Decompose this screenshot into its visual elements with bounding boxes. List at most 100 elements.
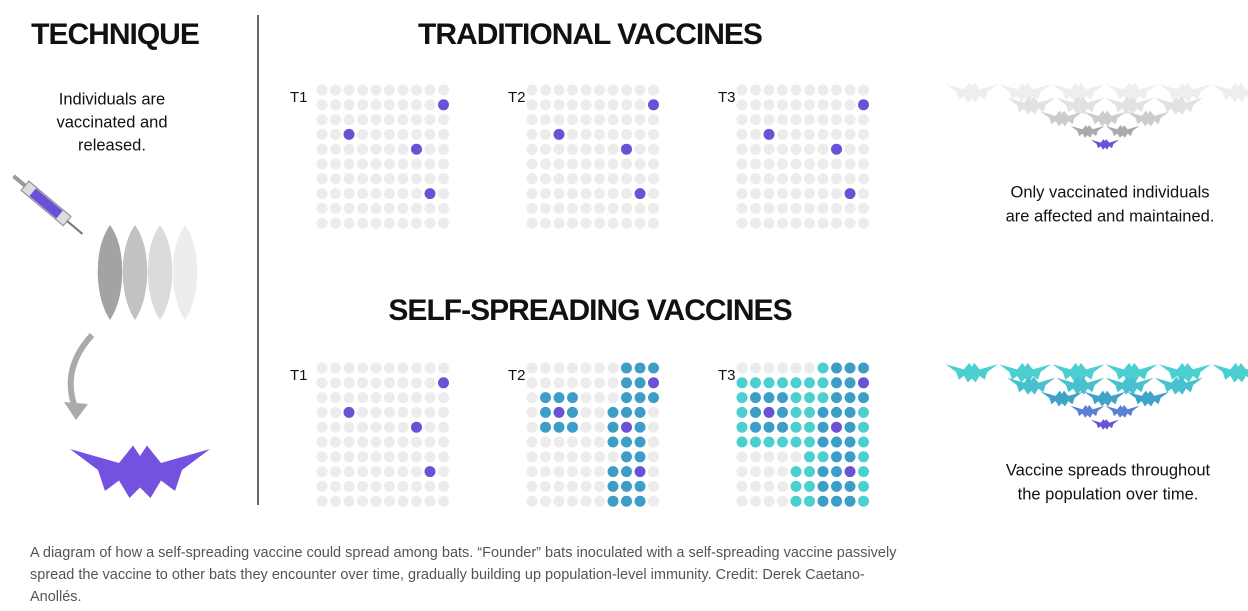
- individual-dot: [527, 407, 538, 418]
- hanging-bat: [173, 225, 198, 320]
- individual-dot: [567, 392, 578, 403]
- individual-dot: [344, 144, 355, 155]
- individual-dot: [804, 437, 815, 448]
- individual-dot: [750, 496, 761, 507]
- individual-dot: [344, 481, 355, 492]
- individual-dot: [648, 129, 659, 140]
- individual-dot: [777, 188, 788, 199]
- individual-dot: [317, 99, 328, 110]
- individual-dot: [818, 363, 829, 374]
- individual-dot: [845, 203, 856, 214]
- individual-dot: [737, 99, 748, 110]
- individual-dot: [648, 377, 659, 388]
- individual-dot: [371, 363, 382, 374]
- individual-dot: [737, 144, 748, 155]
- bat: [946, 363, 998, 383]
- individual-dot: [737, 437, 748, 448]
- individual-dot: [581, 363, 592, 374]
- time-label: T2: [508, 89, 526, 106]
- individual-dot: [818, 188, 829, 199]
- individual-dot: [831, 173, 842, 184]
- individual-dot: [791, 144, 802, 155]
- individual-dot: [527, 377, 538, 388]
- individual-dot: [330, 407, 341, 418]
- individual-dot: [384, 466, 395, 477]
- individual-dot: [540, 129, 551, 140]
- individual-dot: [384, 188, 395, 199]
- individual-dot: [764, 377, 775, 388]
- individual-dot: [594, 203, 605, 214]
- individual-dot: [330, 481, 341, 492]
- individual-dot: [831, 99, 842, 110]
- bat: [1155, 377, 1203, 395]
- individual-dot: [567, 496, 578, 507]
- individual-dot: [831, 129, 842, 140]
- individual-dot: [438, 437, 449, 448]
- individual-dot: [594, 407, 605, 418]
- individual-dot: [567, 129, 578, 140]
- individual-dot: [737, 407, 748, 418]
- individual-dot: [317, 85, 328, 96]
- individual-dot: [635, 437, 646, 448]
- individual-dot: [818, 451, 829, 462]
- individual-dot: [317, 392, 328, 403]
- individual-dot: [554, 218, 565, 229]
- individual-dot: [438, 203, 449, 214]
- individual-dot: [330, 85, 341, 96]
- individual-dot: [648, 85, 659, 96]
- self-spreading-note: Vaccine spreads throughout: [1006, 461, 1211, 479]
- individual-dot: [635, 466, 646, 477]
- individual-dot: [384, 159, 395, 170]
- individual-dot: [804, 377, 815, 388]
- individual-dot: [317, 129, 328, 140]
- bat: [1007, 377, 1055, 395]
- individual-dot: [317, 144, 328, 155]
- individual-dot: [845, 159, 856, 170]
- individual-dot: [845, 85, 856, 96]
- individual-dot: [398, 363, 409, 374]
- individual-dot: [438, 159, 449, 170]
- individual-dot: [621, 377, 632, 388]
- individual-dot: [621, 129, 632, 140]
- individual-dot: [567, 422, 578, 433]
- hanging-bat: [98, 225, 123, 320]
- individual-dot: [425, 85, 436, 96]
- individual-dot: [425, 218, 436, 229]
- individual-dot: [777, 422, 788, 433]
- individual-dot: [831, 451, 842, 462]
- individual-dot: [648, 203, 659, 214]
- self-spreading-note: the population over time.: [1018, 485, 1199, 503]
- individual-dot: [737, 392, 748, 403]
- individual-dot: [608, 437, 619, 448]
- individual-dot: [648, 407, 659, 418]
- individual-dot: [398, 173, 409, 184]
- individual-dot: [621, 466, 632, 477]
- individual-dot: [777, 437, 788, 448]
- individual-dot: [425, 451, 436, 462]
- individual-dot: [648, 422, 659, 433]
- individual-dot: [527, 392, 538, 403]
- individual-dot: [581, 437, 592, 448]
- individual-dot: [527, 159, 538, 170]
- individual-dot: [330, 466, 341, 477]
- individual-dot: [567, 377, 578, 388]
- individual-dot: [567, 407, 578, 418]
- individual-dot: [438, 218, 449, 229]
- individual-dot: [357, 451, 368, 462]
- individual-dot: [398, 481, 409, 492]
- individual-dot: [831, 437, 842, 448]
- individual-dot: [384, 363, 395, 374]
- individual-dot: [581, 188, 592, 199]
- individual-dot: [594, 466, 605, 477]
- individual-dot: [648, 188, 659, 199]
- bat: [1159, 83, 1211, 103]
- individual-dot: [344, 377, 355, 388]
- individual-dot: [425, 407, 436, 418]
- individual-dot: [804, 496, 815, 507]
- individual-dot: [764, 481, 775, 492]
- individual-dot: [608, 218, 619, 229]
- individual-dot: [425, 481, 436, 492]
- individual-dot: [845, 173, 856, 184]
- individual-dot: [608, 451, 619, 462]
- individual-dot: [411, 407, 422, 418]
